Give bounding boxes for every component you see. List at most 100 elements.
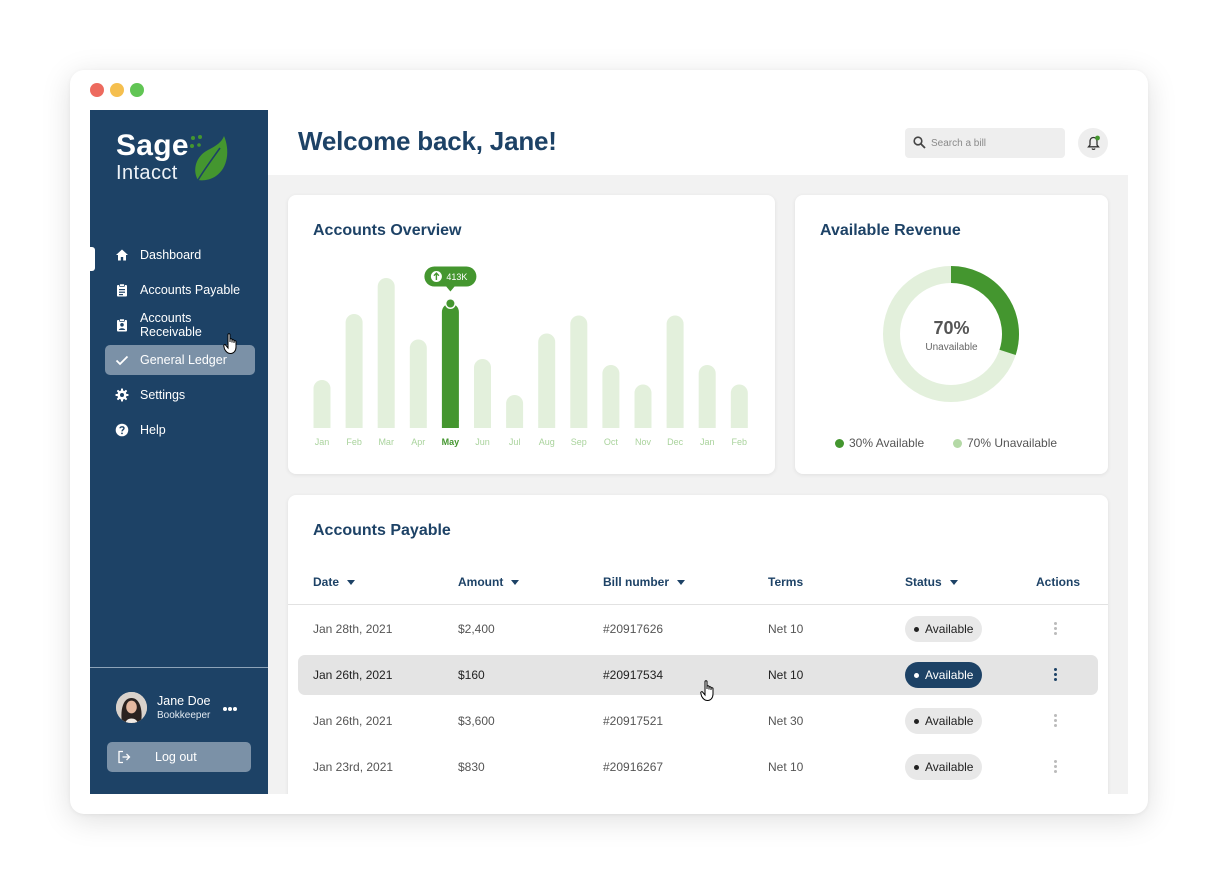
column-label: Terms bbox=[768, 575, 804, 589]
status-badge[interactable]: Available bbox=[905, 754, 982, 780]
chart-bar-sep[interactable] bbox=[570, 315, 588, 429]
table-row[interactable]: Jan 28th, 2021 $2,400 #20917626 Net 10 A… bbox=[298, 609, 1098, 649]
status-badge[interactable]: Available bbox=[905, 616, 982, 642]
more-options-icon[interactable] bbox=[222, 706, 238, 712]
legend-label: 70% Unavailable bbox=[967, 436, 1058, 450]
cell-terms: Net 10 bbox=[768, 760, 804, 774]
user-profile[interactable]: Jane Doe Bookkeeper bbox=[116, 692, 211, 723]
chart-bar-oct[interactable] bbox=[602, 365, 620, 428]
minimize-window-button[interactable] bbox=[110, 83, 124, 97]
column-label: Bill number bbox=[603, 575, 670, 589]
column-header-status[interactable]: Status bbox=[905, 575, 958, 589]
chart-bar-jan[interactable] bbox=[698, 365, 716, 428]
accounts-overview-card: Accounts Overview Jan Feb Mar Apr May 413K Jun… bbox=[288, 195, 775, 474]
cell-bill-number: #20916267 bbox=[603, 760, 664, 774]
sidebar-item-label: Accounts Payable bbox=[140, 283, 241, 297]
column-header-date[interactable]: Date bbox=[313, 575, 356, 589]
tooltip-pointer bbox=[445, 285, 456, 292]
avatar bbox=[116, 692, 147, 723]
chart-bar-aug[interactable] bbox=[538, 333, 556, 429]
cell-terms: Net 10 bbox=[768, 622, 804, 636]
x-tick-label: Nov bbox=[635, 437, 652, 447]
column-header-bill-number[interactable]: Bill number bbox=[603, 575, 686, 589]
sidebar-item-label: Accounts Receivable bbox=[140, 311, 202, 339]
user-name: Jane Doe bbox=[157, 693, 211, 708]
x-tick-label: Jul bbox=[509, 437, 521, 447]
hand-cursor-icon bbox=[223, 333, 237, 355]
sidebar-item-label: Help bbox=[140, 423, 166, 437]
legend-swatch bbox=[953, 438, 962, 448]
sage-intacct-logo[interactable]: Sage Intacct bbox=[116, 130, 228, 184]
arrow-up-glyph bbox=[433, 272, 440, 280]
cell-bill-number: #20917626 bbox=[603, 622, 664, 636]
chart-bar-base bbox=[441, 420, 459, 428]
x-tick-label: May bbox=[442, 437, 460, 447]
sidebar-item-accounts-payable[interactable]: Accounts Payable bbox=[105, 275, 255, 305]
chart-bar-base bbox=[602, 420, 620, 428]
check-icon bbox=[115, 355, 129, 366]
user-role: Bookkeeper bbox=[157, 709, 211, 721]
sidebar-item-accounts-receivable[interactable]: Accounts Receivable bbox=[105, 310, 255, 340]
chart-bar-jan[interactable] bbox=[313, 380, 331, 428]
chart-bar-nov[interactable] bbox=[634, 384, 652, 429]
chart-bar-dec[interactable] bbox=[666, 315, 684, 429]
app-area: Sage Intacct Dashboard bbox=[90, 110, 1128, 794]
logout-label: Log out bbox=[155, 750, 197, 764]
table-row[interactable]: Jan 26th, 2021 $3,600 #20917521 Net 30 A… bbox=[298, 701, 1098, 741]
sidebar: Sage Intacct Dashboard bbox=[90, 110, 268, 794]
sidebar-item-label: Dashboard bbox=[140, 248, 202, 262]
search-input[interactable] bbox=[931, 137, 1056, 149]
sidebar-item-help[interactable]: Help bbox=[105, 415, 255, 445]
chart-bar-mar[interactable] bbox=[377, 278, 395, 428]
table-header: Date Amount Bill number Terms Status Act… bbox=[288, 563, 1108, 605]
chart-bar-apr[interactable] bbox=[409, 339, 427, 429]
chart-bar-feb[interactable] bbox=[730, 384, 748, 429]
user-info: Jane Doe Bookkeeper bbox=[157, 694, 211, 722]
row-actions-icon[interactable] bbox=[1054, 760, 1058, 774]
sidebar-item-dashboard[interactable]: Dashboard bbox=[105, 240, 255, 270]
help-icon bbox=[115, 423, 129, 437]
search-icon bbox=[913, 136, 926, 149]
row-actions-icon[interactable] bbox=[1054, 622, 1058, 636]
column-header-amount[interactable]: Amount bbox=[458, 575, 520, 589]
donut-slice-available[interactable] bbox=[950, 266, 1019, 356]
maximize-window-button[interactable] bbox=[130, 83, 144, 97]
logout-button[interactable]: Log out bbox=[107, 742, 251, 772]
cell-terms: Net 30 bbox=[768, 714, 804, 728]
x-tick-label: Jan bbox=[315, 437, 330, 447]
x-tick-label: Feb bbox=[732, 437, 748, 447]
chart-bar-jul[interactable] bbox=[506, 395, 524, 428]
x-tick-label: Jun bbox=[475, 437, 490, 447]
gear-icon bbox=[115, 388, 129, 402]
x-tick-label: Dec bbox=[667, 437, 684, 447]
bell-icon bbox=[1087, 135, 1100, 151]
cell-amount: $2,400 bbox=[458, 622, 495, 636]
chart-bar-may[interactable] bbox=[441, 303, 459, 429]
x-tick-label: Apr bbox=[411, 437, 425, 447]
status-badge[interactable]: Available bbox=[905, 662, 982, 688]
chart-bar-base bbox=[474, 420, 491, 428]
sort-caret-icon bbox=[677, 579, 686, 585]
row-actions-icon[interactable] bbox=[1054, 668, 1058, 682]
sidebar-item-general-ledger[interactable]: General Ledger bbox=[105, 345, 255, 375]
close-window-button[interactable] bbox=[90, 83, 104, 97]
accounts-overview-chart: Jan Feb Mar Apr May 413K Jun Jul Aug Sep Oct Nov Dec… bbox=[313, 266, 748, 447]
x-tick-label: Jan bbox=[700, 437, 715, 447]
cell-date: Jan 28th, 2021 bbox=[313, 622, 393, 636]
sidebar-item-label: Settings bbox=[140, 388, 186, 402]
chart-bar-feb[interactable] bbox=[345, 314, 363, 428]
column-label: Actions bbox=[1036, 575, 1081, 589]
status-badge[interactable]: Available bbox=[905, 708, 982, 734]
chart-bar-base bbox=[538, 420, 556, 428]
table-row[interactable]: Jan 23rd, 2021 $830 #20916267 Net 10 Ava… bbox=[298, 747, 1098, 787]
donut-center-label: Unavailable bbox=[925, 342, 978, 353]
chart-bar-jun[interactable] bbox=[474, 359, 491, 428]
sidebar-item-settings[interactable]: Settings bbox=[105, 380, 255, 410]
table-row[interactable]: Jan 26th, 2021 $160 #20917534 Net 10 Ava… bbox=[298, 655, 1098, 695]
notifications-button[interactable] bbox=[1078, 128, 1108, 158]
sort-caret-icon bbox=[347, 579, 356, 585]
sidebar-divider bbox=[90, 667, 268, 668]
cell-bill-number: #20917521 bbox=[603, 714, 664, 728]
row-actions-icon[interactable] bbox=[1054, 714, 1058, 728]
chart-bar-base bbox=[634, 420, 652, 428]
